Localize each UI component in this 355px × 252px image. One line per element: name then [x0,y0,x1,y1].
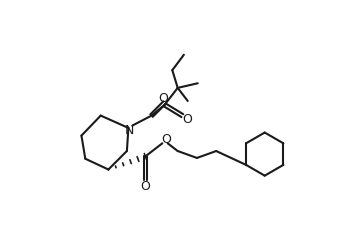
Text: O: O [141,179,150,193]
Text: N: N [125,123,134,136]
Text: O: O [161,133,171,146]
Text: O: O [182,113,192,126]
Text: O: O [158,91,168,104]
